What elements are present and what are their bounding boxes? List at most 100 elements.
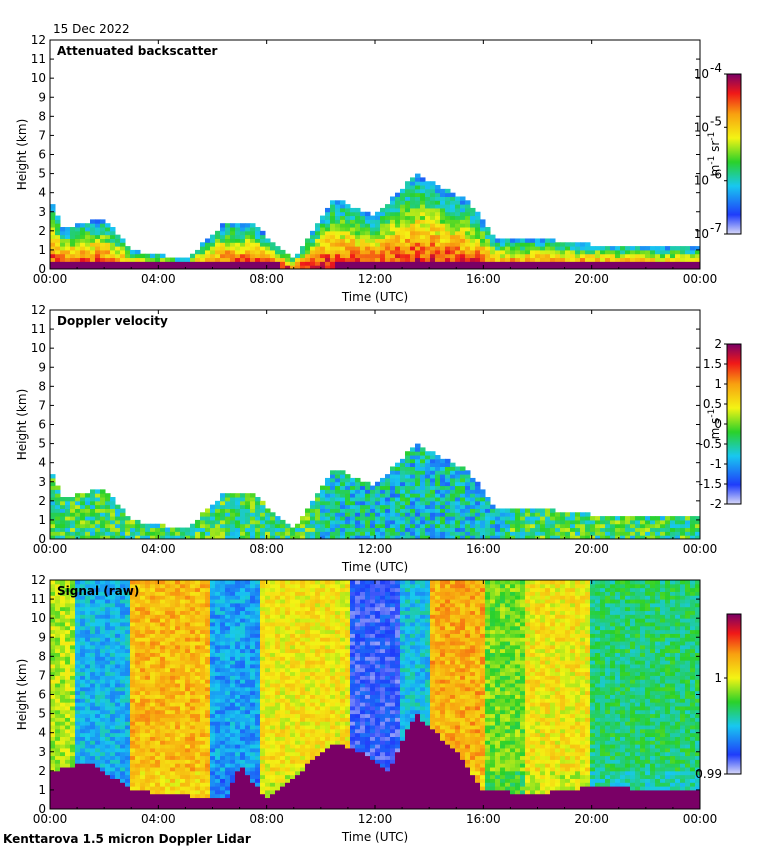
colorbar-tick-label: 10 [694,120,709,134]
heat-cell [330,265,336,270]
heat-cell [55,660,61,665]
heat-cell [50,786,56,791]
heat-cell [640,531,646,536]
heat-cell [490,516,496,521]
heat-cell [210,717,216,722]
heat-cell [50,508,56,513]
heat-cell [160,618,166,623]
heat-cell [225,261,231,266]
heat-cell [120,621,126,627]
heat-cell [415,462,421,467]
heat-cell [520,523,526,529]
heat-cell [385,493,391,498]
heat-cell [120,257,126,262]
heat-cell [60,580,66,585]
heat-cell [165,527,171,532]
heat-cell [130,725,136,730]
heat-cell [330,477,336,483]
heat-cell [345,261,351,266]
heat-cell [90,728,96,734]
heat-cell [55,763,61,768]
heat-cell [200,675,206,680]
heat-cell [160,652,166,657]
heat-cell [220,732,226,737]
heat-cell [520,242,526,247]
heat-cell [615,253,621,259]
heat-cell [55,698,61,703]
heat-cell [435,261,441,266]
heat-cell [440,265,446,270]
heat-cell [195,580,201,585]
heat-cell [585,246,591,251]
heat-cell [75,223,81,228]
heat-cell [220,671,226,676]
heat-cell [660,249,666,255]
heat-cell [325,477,331,483]
heat-cell [85,610,91,615]
heat-cell [215,663,221,669]
heat-cell [590,257,596,262]
heat-cell [105,523,111,529]
heat-cell [185,629,191,634]
heat-cell [115,725,121,730]
heat-cell [545,246,551,251]
heat-cell [565,535,571,540]
heat-cell [440,508,446,513]
heat-cell [215,767,221,772]
heat-cell [50,705,56,711]
heat-cell [155,774,161,779]
heat-cell [195,747,201,753]
heat-cell [355,219,361,224]
heat-cell [525,535,531,540]
heat-cell [75,782,81,787]
heat-cell [55,523,61,529]
heat-cell [190,690,196,695]
heat-cell [380,508,386,513]
heat-cell [50,599,56,604]
heat-cell [635,253,641,259]
heat-cell [175,763,181,768]
heat-cell [100,721,106,726]
heat-cell [180,770,186,776]
heat-cell [145,698,151,703]
heat-cell [455,500,461,506]
heat-cell [110,793,116,799]
heat-cell [215,610,221,615]
heat-cell [205,265,211,270]
heat-cell [110,725,116,730]
heat-cell [70,587,76,592]
heat-cell [675,519,681,525]
heat-cell [100,747,106,753]
heat-cell [115,694,121,699]
heat-cell [50,663,56,669]
heat-cell [335,493,341,498]
heat-cell [100,663,106,669]
heat-cell [50,523,56,529]
heat-cell [190,805,196,810]
heat-cell [80,610,86,615]
heat-cell [690,257,696,262]
heat-cell [405,181,411,186]
heat-cell [395,474,401,479]
heat-cell [65,679,71,684]
heat-cell [385,253,391,259]
heat-cell [500,261,506,266]
heat-cell [325,504,331,509]
heat-cell [95,759,101,764]
heat-cell [450,535,456,540]
heat-cell [415,493,421,498]
heat-cell [70,774,76,779]
heat-cell [395,477,401,483]
heat-cell [170,805,176,810]
heat-cell [200,531,206,536]
heat-cell [460,485,466,490]
heat-cell [105,805,111,810]
heat-cell [160,656,166,661]
heat-cell [215,728,221,734]
heat-cell [190,732,196,737]
heat-cell [380,215,386,220]
heat-cell [230,493,236,498]
heat-cell [155,523,161,529]
heat-cell [310,238,316,243]
heat-cell [215,660,221,665]
